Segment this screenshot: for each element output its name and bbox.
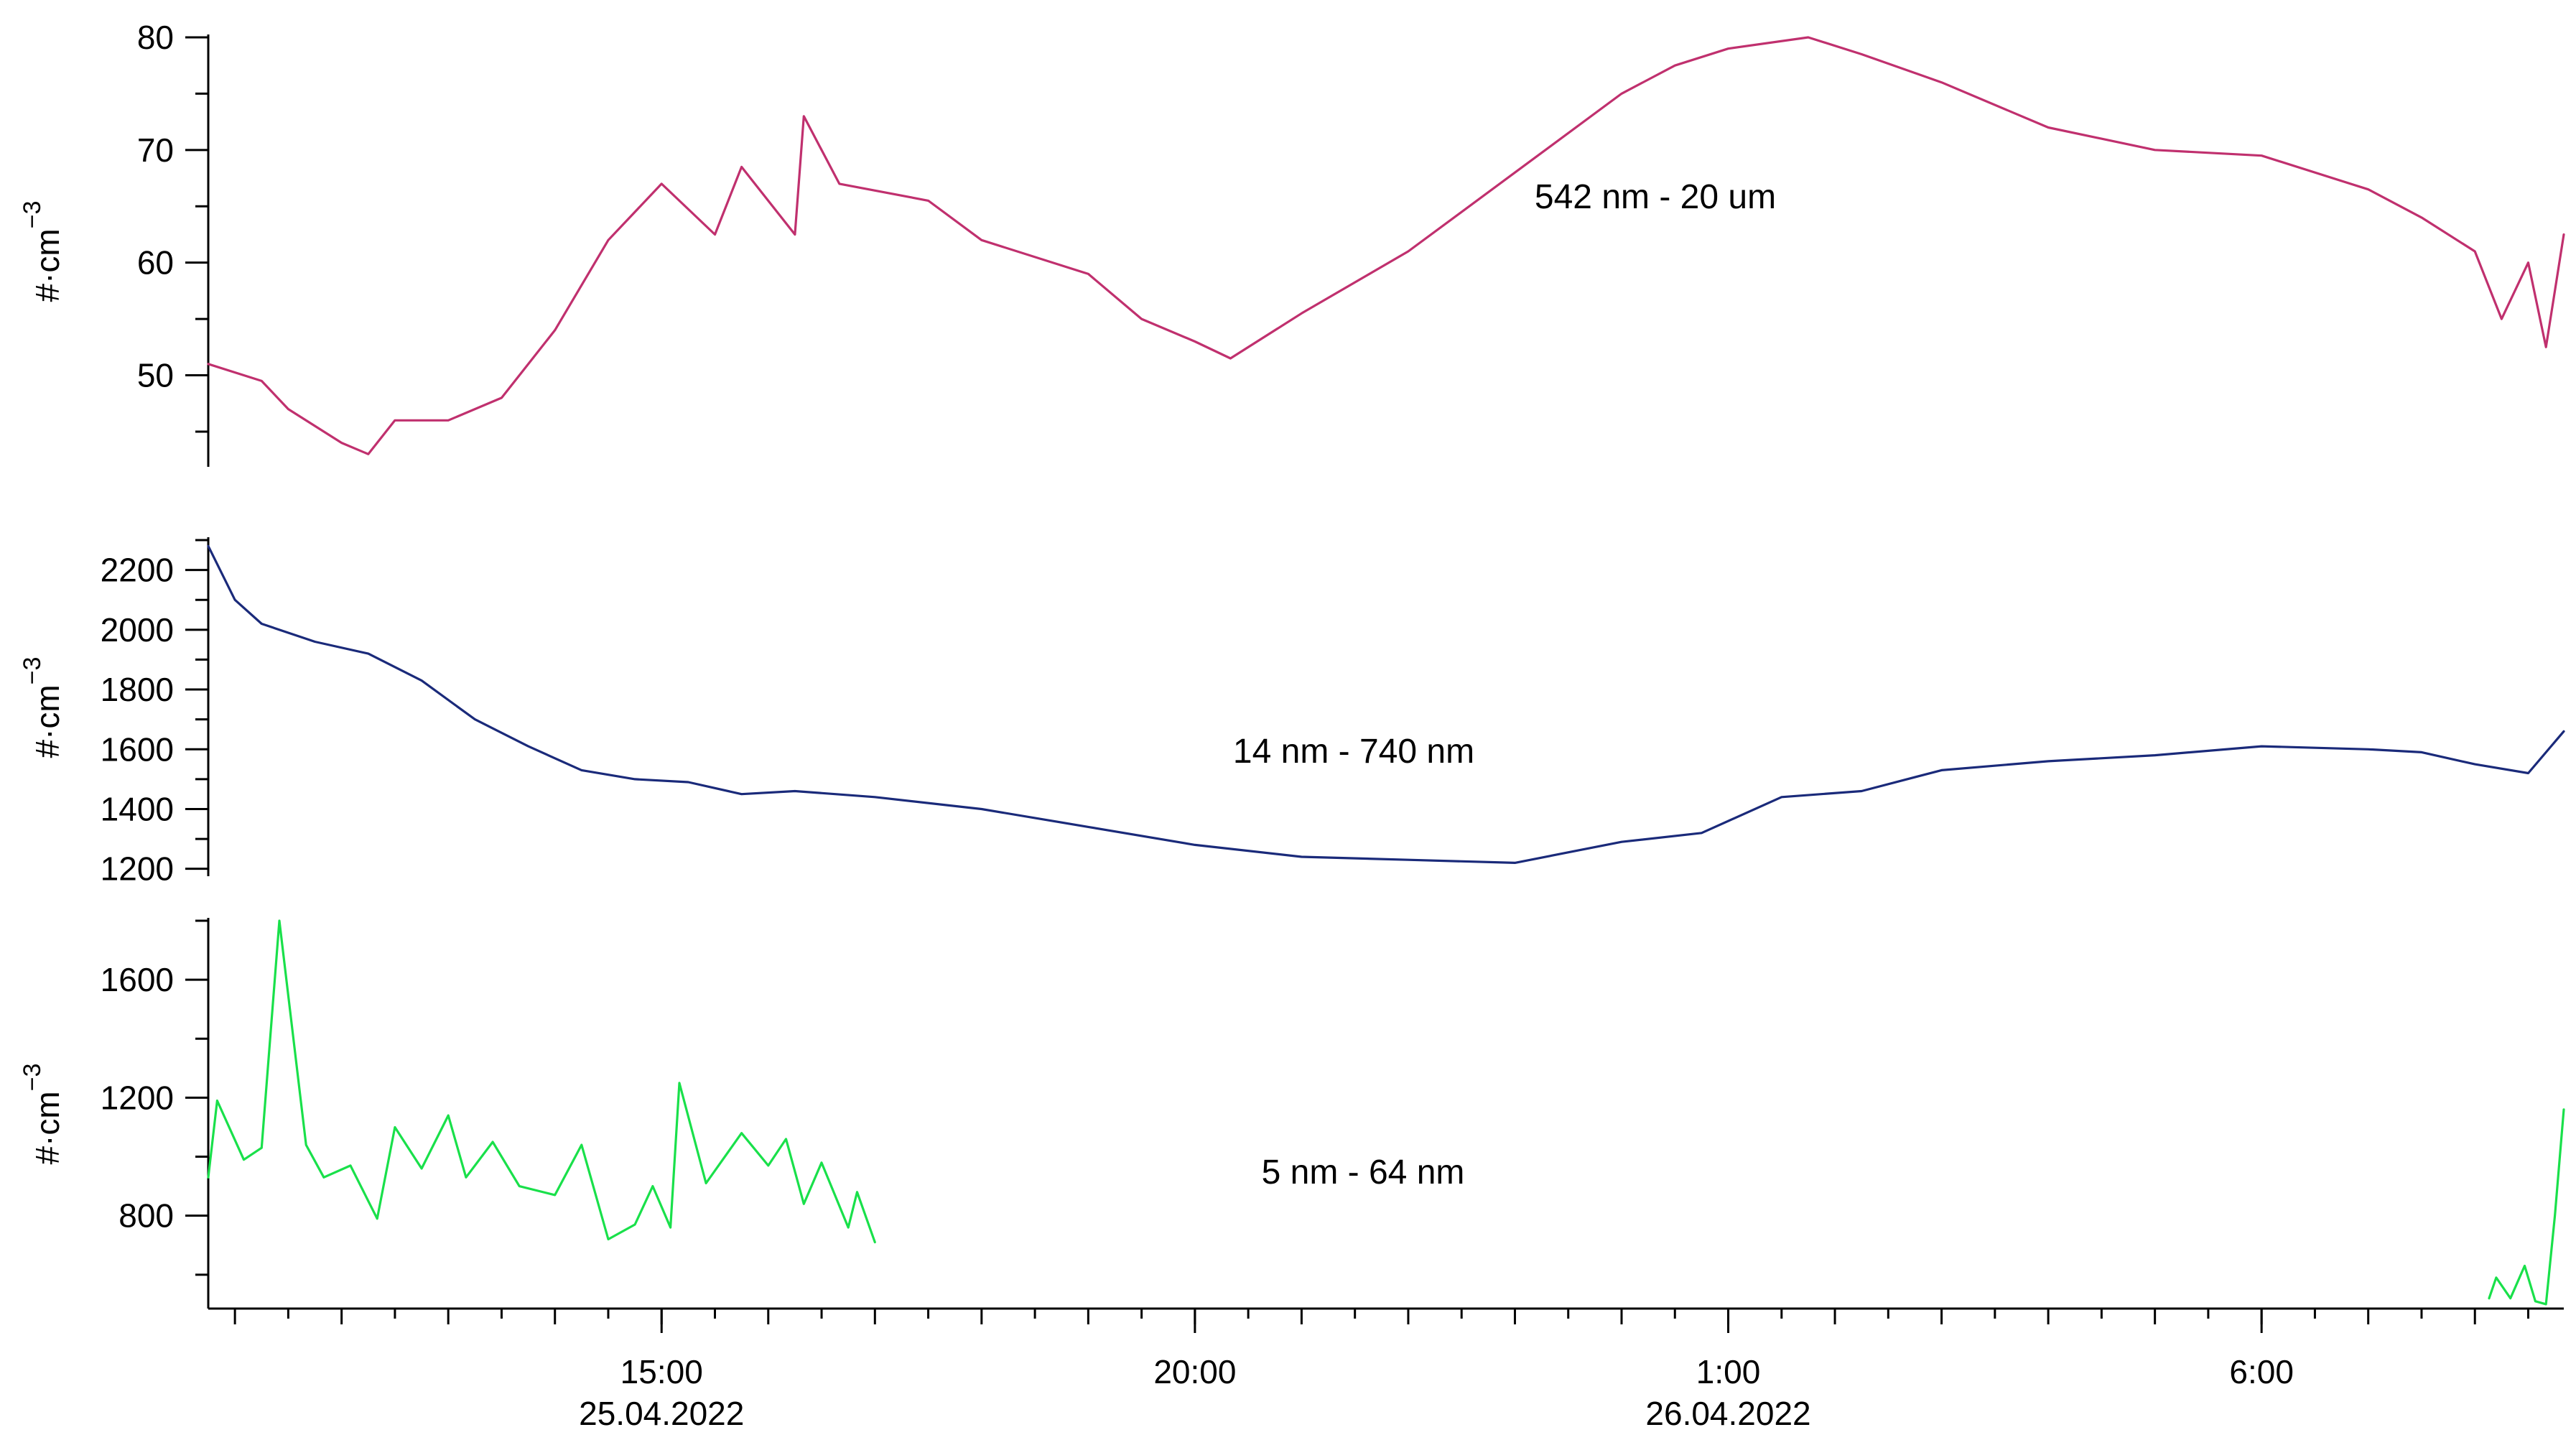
y-axis-label: #·cm−3 (19, 1064, 66, 1165)
panel-3: 800 1200 1600 #·cm−3 5 nm - 64 nm (19, 918, 2565, 1309)
x-tick-label: 15:00 (620, 1353, 703, 1390)
x-axis: 15:00 25.04.2022 20:00 1:00 26.04.2022 6:00 (208, 1307, 2564, 1432)
y-tick-label: 800 (118, 1197, 174, 1235)
y-axis-label-text: #·cm (29, 1091, 66, 1164)
series-annotation: 5 nm - 64 nm (1262, 1153, 1465, 1192)
series-line-1-1 (207, 36, 2565, 455)
y-tick-label: 50 (137, 357, 174, 394)
panel-2: 1200 1400 1600 1800 2000 2200 #·cm−3 14 nm - 74… (19, 537, 2565, 888)
panel-1: 50 60 70 80 #·cm−3 542 nm - 20 um (19, 19, 2565, 467)
y-tick-label: 80 (137, 19, 174, 56)
y-tick-label: 2200 (101, 552, 174, 589)
x-tick-label: 20:00 (1153, 1353, 1236, 1390)
y-tick-label: 60 (137, 244, 174, 282)
y-tick-label: 1400 (101, 790, 174, 827)
series-annotation: 14 nm - 740 nm (1233, 733, 1474, 771)
y-tick-label: 1600 (101, 961, 174, 998)
y-axis-label: #·cm−3 (19, 657, 66, 758)
x-tick-date-label: 25.04.2022 (579, 1395, 744, 1432)
y-tick-label: 1600 (101, 730, 174, 768)
y-axis-label-superscript: −3 (19, 1064, 46, 1092)
y-tick-label: 1200 (101, 1079, 174, 1116)
y-tick-label: 1800 (101, 671, 174, 708)
series-annotation: 542 nm - 20 um (1535, 178, 1776, 216)
y-tick-label: 2000 (101, 611, 174, 649)
x-tick-date-label: 26.04.2022 (1645, 1395, 1810, 1432)
x-tick-label: 1:00 (1696, 1353, 1761, 1390)
y-axis-label-text: #·cm (29, 228, 66, 302)
x-tick-label: 6:00 (2229, 1353, 2294, 1390)
series-line-3-1 (207, 919, 876, 1244)
y-axis-label: #·cm−3 (19, 201, 66, 302)
series-line-2-1 (207, 544, 2565, 864)
y-axis-label-superscript: −3 (19, 201, 46, 229)
y-axis-label-text: #·cm (29, 684, 66, 758)
y-axis-label-superscript: −3 (19, 657, 46, 685)
series-line-3-2 (2488, 1108, 2565, 1306)
y-tick-label: 70 (137, 131, 174, 169)
y-tick-label: 1200 (101, 850, 174, 888)
